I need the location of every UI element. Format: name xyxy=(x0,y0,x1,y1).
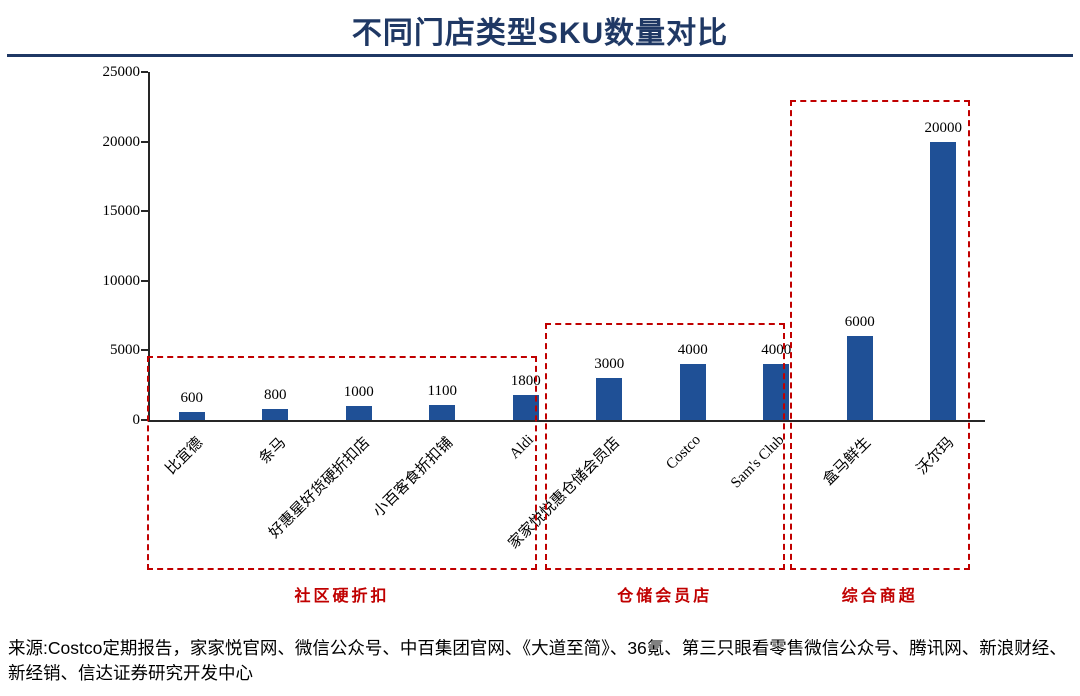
group-box xyxy=(789,99,970,570)
bar xyxy=(679,364,706,420)
bar xyxy=(178,411,205,420)
y-axis-tick xyxy=(141,140,148,143)
bar-value-label: 1100 xyxy=(427,382,457,399)
y-axis-tick-label: 20000 xyxy=(102,133,141,150)
source-note: 来源:Costco定期报告，家家悦官网、微信公众号、中百集团官网、《大道至简》、… xyxy=(8,638,1067,684)
bar xyxy=(429,404,456,420)
y-axis-tick xyxy=(141,279,148,282)
bar xyxy=(262,408,289,420)
y-axis-tick-label: 25000 xyxy=(102,64,141,80)
y-axis-tick xyxy=(141,71,148,73)
bar-value-label: 4000 xyxy=(677,342,708,359)
bar xyxy=(512,394,539,420)
group-box xyxy=(146,355,538,570)
bar xyxy=(930,141,957,420)
title-divider xyxy=(7,54,1073,57)
bar-value-label: 6000 xyxy=(844,314,875,331)
bar-value-label: 1800 xyxy=(510,372,541,389)
bar-value-label: 1000 xyxy=(343,384,374,401)
y-axis-tick-label: 0 xyxy=(132,412,141,428)
bar-value-label: 20000 xyxy=(924,119,963,136)
y-axis-tick-label: 15000 xyxy=(102,203,141,220)
bar xyxy=(763,364,790,420)
group-label: 仓储会员店 xyxy=(617,588,713,605)
group-label: 社区硬折扣 xyxy=(294,588,390,605)
bar-value-label: 3000 xyxy=(594,356,625,373)
x-axis-line xyxy=(148,420,985,422)
bar-value-label: 800 xyxy=(264,386,287,403)
bar xyxy=(345,406,372,420)
y-axis-tick xyxy=(141,210,148,213)
bar xyxy=(596,378,623,420)
group-label: 综合商超 xyxy=(841,588,918,605)
page-title: 不同门店类型SKU数量对比 xyxy=(351,17,729,50)
y-axis-tick xyxy=(141,349,148,352)
bar xyxy=(846,336,873,420)
y-axis-tick-label: 5000 xyxy=(110,342,140,359)
y-axis-line xyxy=(148,72,150,422)
y-axis-tick-label: 10000 xyxy=(102,272,141,289)
sku-bar-chart: 0 5000 10000 15000 20000 25000 600 比宜德 800 条马 1000… xyxy=(103,64,985,605)
bar-value-label: 600 xyxy=(180,389,204,406)
group-box xyxy=(544,322,785,570)
y-axis-tick xyxy=(141,419,148,421)
